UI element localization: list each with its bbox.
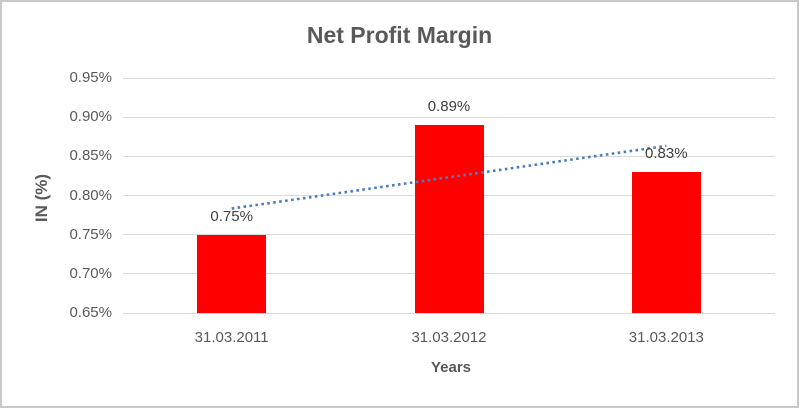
y-tick-label: 0.75% bbox=[69, 225, 112, 243]
gridline bbox=[123, 116, 775, 118]
bar bbox=[197, 234, 267, 313]
y-tick-label: 0.70% bbox=[69, 264, 112, 282]
gridline bbox=[123, 77, 775, 79]
x-axis-title: Years bbox=[430, 359, 472, 376]
bar-data-label: 0.89% bbox=[427, 98, 471, 115]
x-tick-label: 31.03.2011 bbox=[194, 329, 269, 346]
x-tick-label: 31.03.2012 bbox=[411, 329, 487, 346]
y-tick-label: 0.95% bbox=[69, 69, 112, 86]
bar bbox=[414, 125, 484, 313]
y-tick-label: 0.80% bbox=[69, 186, 112, 204]
x-tick-label: 31.03.2013 bbox=[628, 329, 704, 346]
chart-title: Net Profit Margin bbox=[306, 22, 493, 48]
bar-data-label: 0.83% bbox=[645, 145, 688, 162]
y-tick-label: 0.90% bbox=[69, 108, 112, 126]
bar bbox=[631, 172, 701, 313]
y-tick-label: 0.65% bbox=[69, 304, 112, 321]
y-tick-label: 0.85% bbox=[69, 147, 112, 165]
gridline bbox=[123, 312, 775, 314]
bar-data-label: 0.75% bbox=[210, 207, 253, 225]
